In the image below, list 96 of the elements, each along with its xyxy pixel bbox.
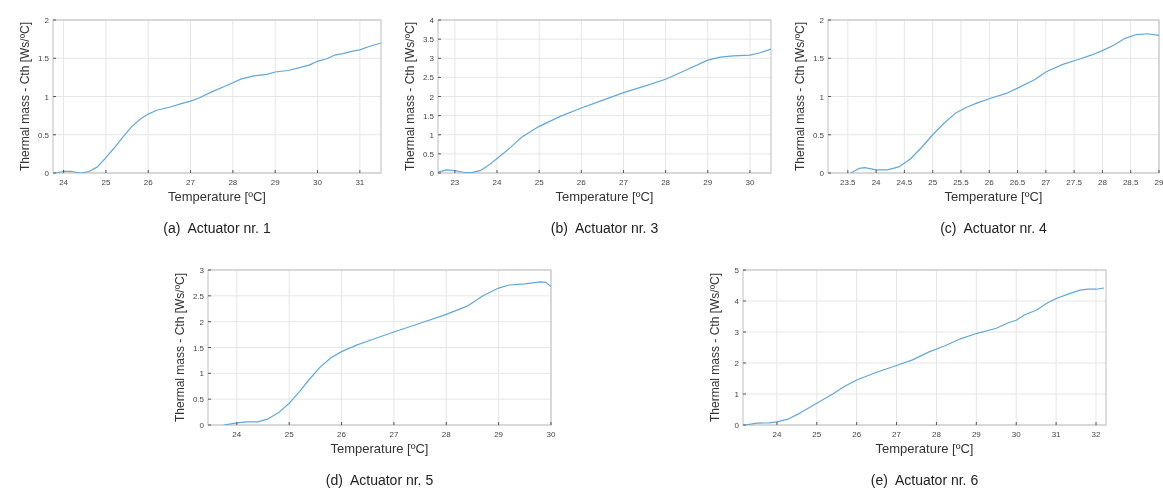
x-tick-label: 30 bbox=[313, 178, 323, 187]
y-axis-title: Thermal mass - Cth [Ws/ºC] bbox=[793, 21, 807, 172]
x-tick-label: 25 bbox=[812, 430, 822, 439]
line-series bbox=[223, 281, 551, 425]
x-tick-label: 30 bbox=[745, 178, 755, 187]
y-axis-title: Thermal mass - Cth [Ws/ºC] bbox=[18, 21, 32, 172]
x-tick-label: 29 bbox=[971, 430, 982, 439]
x-tick-label: 29 bbox=[494, 430, 504, 439]
y-tick-label: 3 bbox=[734, 328, 740, 337]
x-tick-label: 25.5 bbox=[953, 178, 970, 187]
y-tick-label: 1 bbox=[44, 92, 50, 102]
y-tick-label: 0.5 bbox=[812, 130, 825, 140]
x-tick-label: 27.5 bbox=[1066, 178, 1083, 187]
x-tick-label: 28 bbox=[228, 178, 238, 187]
x-tick-label: 25 bbox=[101, 178, 111, 187]
x-tick-label: 26 bbox=[143, 178, 154, 187]
text: (d) Actuator nr. 5 bbox=[325, 472, 434, 488]
x-tick-label: 27 bbox=[186, 178, 196, 187]
x-tick-label: 24.5 bbox=[896, 178, 913, 187]
y-tick-label: 3 bbox=[429, 54, 435, 64]
y-tick-label: 2 bbox=[199, 317, 205, 327]
y-tick-label: 0 bbox=[819, 169, 825, 178]
x-tick-label: 28.5 bbox=[1122, 178, 1140, 187]
y-tick-label: 1 bbox=[429, 130, 435, 140]
y-axis-title: Thermal mass - Cth [Ws/ºC] bbox=[708, 272, 722, 423]
y-tick-label: 1 bbox=[819, 92, 825, 102]
x-tick-label: 27 bbox=[619, 178, 629, 187]
x-tick-label: 28 bbox=[932, 430, 942, 439]
x-tick-label: 26.5 bbox=[1009, 178, 1026, 187]
y-tick-label: 3.5 bbox=[422, 35, 435, 45]
y-tick-label: 1.5 bbox=[192, 343, 205, 353]
x-tick-label: 24 bbox=[871, 178, 882, 187]
x-tick-label: 23.5 bbox=[840, 178, 857, 187]
x-axis-title: Temperature [ºC] bbox=[330, 441, 429, 456]
text: (c) Actuator nr. 4 bbox=[940, 220, 1048, 236]
y-tick-label: 4 bbox=[734, 297, 740, 306]
x-axis-title: Temperature [ºC] bbox=[875, 441, 974, 456]
x-tick-label: 27 bbox=[389, 430, 399, 439]
line-series bbox=[54, 42, 381, 173]
y-axis-title: Thermal mass - Cth [Ws/ºC] bbox=[173, 272, 187, 423]
x-tick-label: 29 bbox=[270, 178, 281, 187]
x-tick-label: 23 bbox=[450, 178, 460, 187]
x-tick-label: 27 bbox=[892, 430, 902, 439]
x-tick-label: 26 bbox=[852, 430, 862, 439]
y-tick-label: 1 bbox=[199, 369, 205, 379]
text: (a) Actuator nr. 1 bbox=[163, 220, 271, 236]
x-tick-label: 27 bbox=[1041, 178, 1051, 187]
x-axis-title: Temperature [ºC] bbox=[944, 189, 1043, 204]
x-tick-label: 24 bbox=[492, 178, 503, 187]
x-tick-label: 25 bbox=[284, 430, 295, 439]
x-tick-label: 25 bbox=[534, 178, 545, 187]
x-tick-label: 24 bbox=[232, 430, 242, 439]
y-tick-label: 2.5 bbox=[192, 291, 205, 301]
y-tick-label: 4 bbox=[429, 16, 435, 25]
y-tick-label: 1.5 bbox=[812, 54, 825, 64]
text: (b) Actuator nr. 3 bbox=[550, 220, 659, 236]
y-tick-label: 2.5 bbox=[422, 73, 435, 83]
x-tick-label: 25 bbox=[928, 178, 938, 187]
x-axis-title: Temperature [ºC] bbox=[555, 189, 654, 204]
y-tick-label: 5 bbox=[734, 266, 740, 275]
x-tick-label: 26 bbox=[984, 178, 995, 187]
y-tick-label: 1.5 bbox=[37, 54, 50, 64]
x-tick-label: 26 bbox=[337, 430, 347, 439]
y-tick-label: 2 bbox=[819, 16, 825, 25]
x-tick-label: 28 bbox=[441, 430, 452, 439]
x-tick-label: 29 bbox=[1154, 178, 1163, 187]
x-axis-title: Temperature [ºC] bbox=[168, 189, 266, 204]
y-tick-label: 0.5 bbox=[192, 395, 205, 405]
y-tick-label: 0 bbox=[199, 421, 205, 430]
y-tick-label: 0 bbox=[429, 169, 435, 178]
x-tick-label: 26 bbox=[576, 178, 587, 187]
x-tick-label: 32 bbox=[1091, 430, 1102, 439]
line-series bbox=[438, 48, 771, 173]
y-tick-label: 0 bbox=[44, 169, 50, 178]
x-tick-label: 24 bbox=[59, 178, 69, 187]
line-series bbox=[850, 33, 1159, 173]
y-tick-label: 3 bbox=[199, 266, 205, 275]
y-tick-label: 0.5 bbox=[422, 149, 435, 159]
y-tick-label: 1.5 bbox=[422, 111, 435, 121]
x-tick-label: 28 bbox=[1097, 178, 1108, 187]
x-tick-label: 24 bbox=[772, 430, 782, 439]
x-tick-label: 30 bbox=[546, 430, 556, 439]
x-tick-label: 31 bbox=[1051, 430, 1062, 439]
y-tick-label: 2 bbox=[429, 92, 435, 102]
y-axis-title: Thermal mass - Cth [Ws/ºC] bbox=[403, 21, 417, 172]
x-tick-label: 28 bbox=[661, 178, 671, 187]
x-tick-label: 30 bbox=[1011, 430, 1022, 439]
line-series bbox=[744, 287, 1105, 425]
y-tick-label: 1 bbox=[734, 390, 740, 399]
x-tick-label: 31 bbox=[355, 178, 365, 187]
y-tick-label: 2 bbox=[44, 16, 50, 25]
text: (e) Actuator nr. 6 bbox=[870, 472, 979, 488]
y-tick-label: 0.5 bbox=[37, 130, 50, 140]
x-tick-label: 29 bbox=[703, 178, 713, 187]
y-tick-label: 0 bbox=[734, 421, 740, 430]
y-tick-label: 2 bbox=[734, 359, 740, 368]
